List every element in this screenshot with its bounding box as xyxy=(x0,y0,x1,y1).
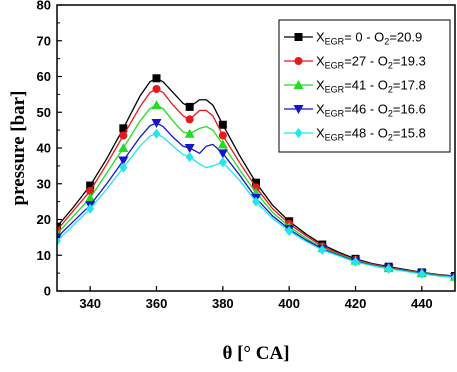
x-tick-label: 340 xyxy=(79,296,101,311)
data-point xyxy=(85,193,96,203)
y-axis-title: pressure [bar] xyxy=(8,91,29,206)
data-point xyxy=(217,149,228,159)
data-point xyxy=(151,118,162,128)
data-point xyxy=(285,225,294,236)
data-point xyxy=(218,131,227,140)
legend-entry: XEGR=41 - O2=17.8 xyxy=(284,78,426,95)
data-point xyxy=(184,144,195,153)
legend-label: XEGR=41 - O2=17.8 xyxy=(316,78,426,95)
y-tick-label: 20 xyxy=(37,212,51,227)
legend-marker xyxy=(293,80,304,89)
data-point xyxy=(318,244,327,255)
legend-marker xyxy=(293,105,304,114)
x-tick-label: 380 xyxy=(212,296,234,311)
legend-marker xyxy=(294,33,303,41)
data-point xyxy=(218,120,227,129)
legend: XEGR= 0 - O2=20.9 XEGR=27 - O2=19.3 XEGR=4… xyxy=(278,19,451,153)
legend-marker xyxy=(294,128,303,138)
series-line xyxy=(57,77,455,277)
data-point xyxy=(152,74,161,83)
y-tick-label: 60 xyxy=(37,69,51,84)
x-tick-label: 440 xyxy=(411,296,433,311)
y-tick-label: 70 xyxy=(37,33,51,48)
data-point xyxy=(57,222,61,231)
series-5 xyxy=(57,128,455,283)
legend-label: XEGR=27 - O2=19.3 xyxy=(316,54,426,71)
x-tick-label: 360 xyxy=(146,296,168,311)
data-point xyxy=(86,203,95,214)
series-line xyxy=(57,88,455,277)
data-point xyxy=(86,181,95,190)
y-tick-label: 80 xyxy=(37,0,51,13)
data-point xyxy=(185,115,194,124)
axis-ticks: 340 360 380 400 420 440 0 10 20 30 40 50 60 70 80 xyxy=(37,0,433,311)
data-point xyxy=(184,128,195,138)
x-tick-label: 400 xyxy=(278,296,300,311)
x-axis-title: θ [° CA] xyxy=(222,343,289,364)
data-point xyxy=(218,157,227,168)
y-tick-label: 50 xyxy=(37,105,51,120)
legend-entry: XEGR=46 - O2=16.6 xyxy=(284,102,426,119)
data-point xyxy=(185,102,194,111)
data-point xyxy=(451,272,455,283)
data-point xyxy=(252,178,260,187)
legend-marker xyxy=(294,57,303,65)
data-point xyxy=(152,85,161,94)
series-layer xyxy=(57,74,455,283)
data-point xyxy=(118,143,129,152)
legend-label: XEGR=46 - O2=16.6 xyxy=(316,102,426,119)
data-point xyxy=(86,186,95,195)
data-point xyxy=(417,268,426,279)
data-point xyxy=(119,124,128,133)
y-tick-label: 40 xyxy=(37,141,51,156)
data-point xyxy=(252,196,260,207)
data-point xyxy=(351,257,360,268)
data-point xyxy=(152,128,161,139)
legend-entry: XEGR=48 - O2=15.8 xyxy=(284,126,426,143)
data-point xyxy=(384,263,393,274)
x-tick-label: 420 xyxy=(345,296,367,311)
data-point xyxy=(217,139,228,149)
data-point xyxy=(151,100,162,110)
series-line xyxy=(57,133,455,279)
data-point xyxy=(119,162,128,173)
legend-entry: XEGR= 0 - O2=20.9 xyxy=(284,30,422,47)
legend-label: XEGR= 0 - O2=20.9 xyxy=(316,30,422,47)
y-tick-label: 10 xyxy=(37,248,51,263)
data-point xyxy=(119,131,128,140)
legend-label: XEGR=48 - O2=15.8 xyxy=(316,126,426,143)
legend-entry: XEGR=27 - O2=19.3 xyxy=(284,54,426,71)
legend-box xyxy=(278,19,451,153)
data-point xyxy=(57,235,61,246)
data-point xyxy=(185,151,194,162)
data-point xyxy=(118,156,129,166)
y-tick-label: 0 xyxy=(44,284,51,299)
y-tick-label: 30 xyxy=(37,176,51,191)
